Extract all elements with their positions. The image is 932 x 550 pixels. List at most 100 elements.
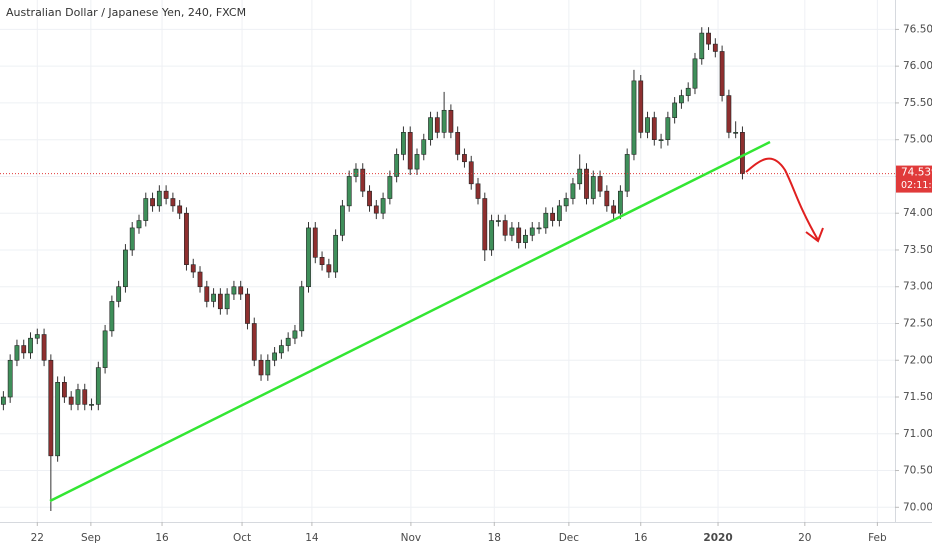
candle-body (577, 168, 583, 185)
candle-body (712, 43, 718, 52)
x-tick-label: 2020 (703, 532, 732, 544)
x-tick-label: 16 (634, 532, 648, 544)
last-price-box (896, 165, 932, 193)
y-tick-label: 70.500 (903, 465, 932, 477)
y-tick-label: 74.000 (903, 207, 932, 219)
candle-body (740, 132, 745, 174)
candle-body (136, 220, 142, 229)
candle-body (658, 139, 664, 141)
candle-body (292, 330, 298, 339)
candle-body (7, 359, 13, 398)
candle-body (380, 198, 386, 214)
candle-body (421, 139, 427, 155)
candle-body (265, 359, 271, 376)
candle-body (502, 220, 508, 236)
candle-body (75, 389, 81, 405)
candle-body (41, 334, 47, 361)
candle-body (326, 264, 332, 273)
candle-body (401, 132, 406, 155)
candle-body (109, 301, 115, 332)
candle-body (306, 227, 311, 288)
candle-body (34, 334, 40, 339)
y-tick-label: 75.000 (903, 134, 932, 146)
trend-line (49, 140, 771, 503)
candle-body (590, 176, 596, 199)
candle-body (353, 168, 359, 177)
candle-body (597, 176, 603, 192)
x-tick-label: Feb (868, 532, 887, 544)
candle-body (699, 32, 705, 60)
chart-title: Australian Dollar / Japanese Yen, 240, F… (6, 6, 246, 19)
candle-body (509, 227, 515, 236)
candle-body (319, 257, 325, 265)
x-tick-label: Sep (81, 532, 101, 544)
countdown-label: 02:11:06 (901, 180, 932, 191)
grid (0, 0, 895, 522)
last-price-label: 74.539 (901, 167, 932, 179)
candle-body (82, 389, 88, 405)
candle-body (95, 367, 101, 405)
candle-body (272, 352, 278, 361)
x-tick-label: 16 (155, 532, 169, 544)
candle-body (624, 154, 630, 192)
arrow-drawing (745, 157, 824, 243)
candle-body (516, 227, 522, 243)
candle-body (570, 183, 576, 199)
candle-body (550, 212, 555, 221)
candle-body (475, 183, 481, 199)
y-tick-label: 76.000 (903, 60, 932, 72)
candle-body (679, 95, 684, 104)
candle-body (14, 345, 20, 361)
candle-body (170, 198, 176, 207)
candle-body (706, 32, 711, 45)
candle-body (611, 205, 617, 214)
x-tick-label: Oct (233, 532, 251, 544)
candle-body (617, 190, 623, 214)
candle-body (231, 286, 237, 295)
candle-body (631, 80, 637, 155)
x-tick-label: Dec (559, 532, 580, 544)
candle-body (523, 234, 528, 243)
x-tick-label: 14 (305, 532, 319, 544)
candle-body (251, 323, 257, 361)
candle-body (333, 234, 339, 273)
y-tick-label: 72.000 (903, 354, 932, 366)
y-tick-label: 72.500 (903, 317, 932, 329)
x-tick-label: 20 (798, 532, 811, 544)
y-tick-label: 73.500 (903, 244, 932, 256)
candle-body (407, 132, 413, 170)
y-tick-label: 70.000 (903, 501, 932, 513)
candle-body (190, 264, 196, 273)
candle-body (563, 198, 569, 207)
candle-body (373, 205, 379, 214)
candle-body (536, 227, 542, 230)
candle-body (604, 190, 610, 207)
candle-body (685, 87, 691, 96)
candle-body (651, 117, 657, 140)
candle-body (89, 404, 94, 406)
candle-body (62, 382, 67, 398)
candle-body (177, 205, 183, 214)
candle-body (150, 198, 155, 207)
candle-body (21, 345, 27, 354)
candle-body (645, 117, 650, 133)
candle-body (360, 168, 366, 192)
candle-body (245, 293, 250, 324)
candle-body (428, 117, 433, 140)
candle-body (278, 345, 284, 354)
candle-body (733, 132, 739, 134)
candle-body (529, 227, 535, 236)
candle-body (285, 337, 291, 346)
y-tick-label: 75.500 (903, 97, 932, 109)
candle-body (495, 220, 501, 222)
candle-body (367, 190, 372, 207)
candle-body (0, 396, 6, 405)
candle-body (129, 227, 135, 251)
candle-body (258, 359, 264, 376)
x-tick-label: 18 (488, 532, 501, 544)
candle-body (68, 396, 74, 405)
candle-body (434, 117, 440, 133)
candle-body (346, 176, 352, 207)
